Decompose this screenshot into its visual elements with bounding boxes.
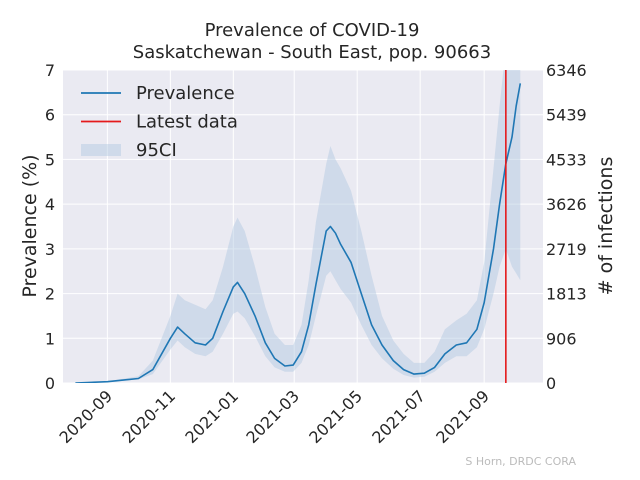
y2-tick-label: 5439 <box>546 106 587 125</box>
y2-tick-label: 2719 <box>546 240 587 259</box>
prevalence-line <box>75 83 522 383</box>
y2-tick-label: 1813 <box>546 285 587 304</box>
y-tick-label: 6 <box>45 106 55 125</box>
y2-tick-label: 4533 <box>546 150 587 169</box>
plot-background <box>63 70 543 383</box>
chart-title: Prevalence of COVID-19 <box>205 20 420 41</box>
x-tick-label: 2020-09 <box>56 386 117 447</box>
legend-label: 95CI <box>136 140 177 161</box>
legend: Prevalence Latest data 95CI <box>81 83 238 161</box>
y2-tick-label: 0 <box>546 374 556 393</box>
x-tick-label: 2021-05 <box>305 386 366 447</box>
y-tick-label: 7 <box>45 61 55 80</box>
x-tick-label: 2021-01 <box>181 386 242 447</box>
y-tick-label: 2 <box>45 285 55 304</box>
legend-label: Latest data <box>136 112 238 133</box>
ci-band <box>75 70 521 383</box>
y2-tick-label: 906 <box>546 329 577 348</box>
x-tick-label: 2021-03 <box>242 386 303 447</box>
chart-subtitle: Saskatchewan - South East, pop. 90663 <box>133 42 491 63</box>
legend-label: Prevalence <box>136 83 235 104</box>
plot-area: 0 0 1 906 2 1813 3 2719 4 3626 5 4533 6 5439 7 6346 2020… <box>45 61 587 447</box>
y-tick-label: 3 <box>45 240 55 259</box>
y-tick-label: 0 <box>45 374 55 393</box>
y2-tick-label: 3626 <box>546 195 587 214</box>
y-axis-label: Prevalence (%) <box>19 154 41 297</box>
y-tick-label: 1 <box>45 329 55 348</box>
y2-tick-label: 6346 <box>546 61 587 80</box>
y-tick-label: 4 <box>45 195 55 214</box>
x-tick-label: 2021-09 <box>432 386 493 447</box>
legend-swatch <box>81 144 121 156</box>
y2-axis-label: # of infections <box>595 157 617 296</box>
x-tick-label: 2020-11 <box>118 386 179 447</box>
x-tick-label: 2021-07 <box>368 386 429 447</box>
y-tick-label: 5 <box>45 150 55 169</box>
credit-text: S Horn, DRDC CORA <box>465 455 576 468</box>
